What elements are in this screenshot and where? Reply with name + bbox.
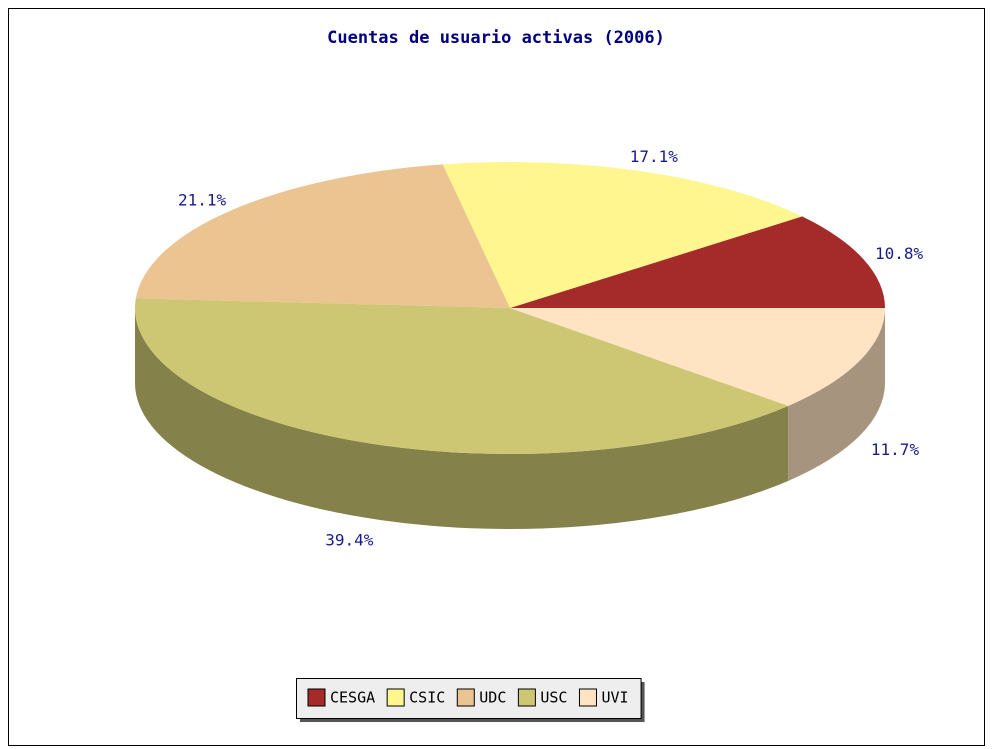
legend-swatch [456, 688, 475, 707]
pie-slice [135, 164, 511, 308]
legend-swatch [307, 688, 326, 707]
legend-swatch [517, 688, 536, 707]
pie-side [135, 308, 789, 529]
data-label: 17.1% [630, 147, 679, 166]
legend-label: USC [540, 689, 567, 707]
data-label: 21.1% [178, 191, 227, 210]
data-label: 10.8% [875, 244, 924, 263]
legend-swatch [386, 688, 405, 707]
pie-slice [510, 308, 885, 406]
pie-side [788, 308, 885, 481]
legend-swatch [578, 688, 597, 707]
chart-title: Cuentas de usuario activas (2006) [327, 28, 665, 48]
legend: CESGA CSIC UDC USC UVI [307, 688, 629, 707]
legend-label: CESGA [330, 689, 375, 707]
pie-slice [134, 298, 789, 454]
legend-label: UVI [601, 689, 628, 707]
pie-slice [442, 162, 803, 308]
data-label: 39.4% [325, 530, 374, 549]
pie-slice [510, 216, 885, 308]
legend-label: CSIC [409, 689, 445, 707]
data-label: 11.7% [871, 440, 920, 459]
legend-label: UDC [479, 689, 506, 707]
